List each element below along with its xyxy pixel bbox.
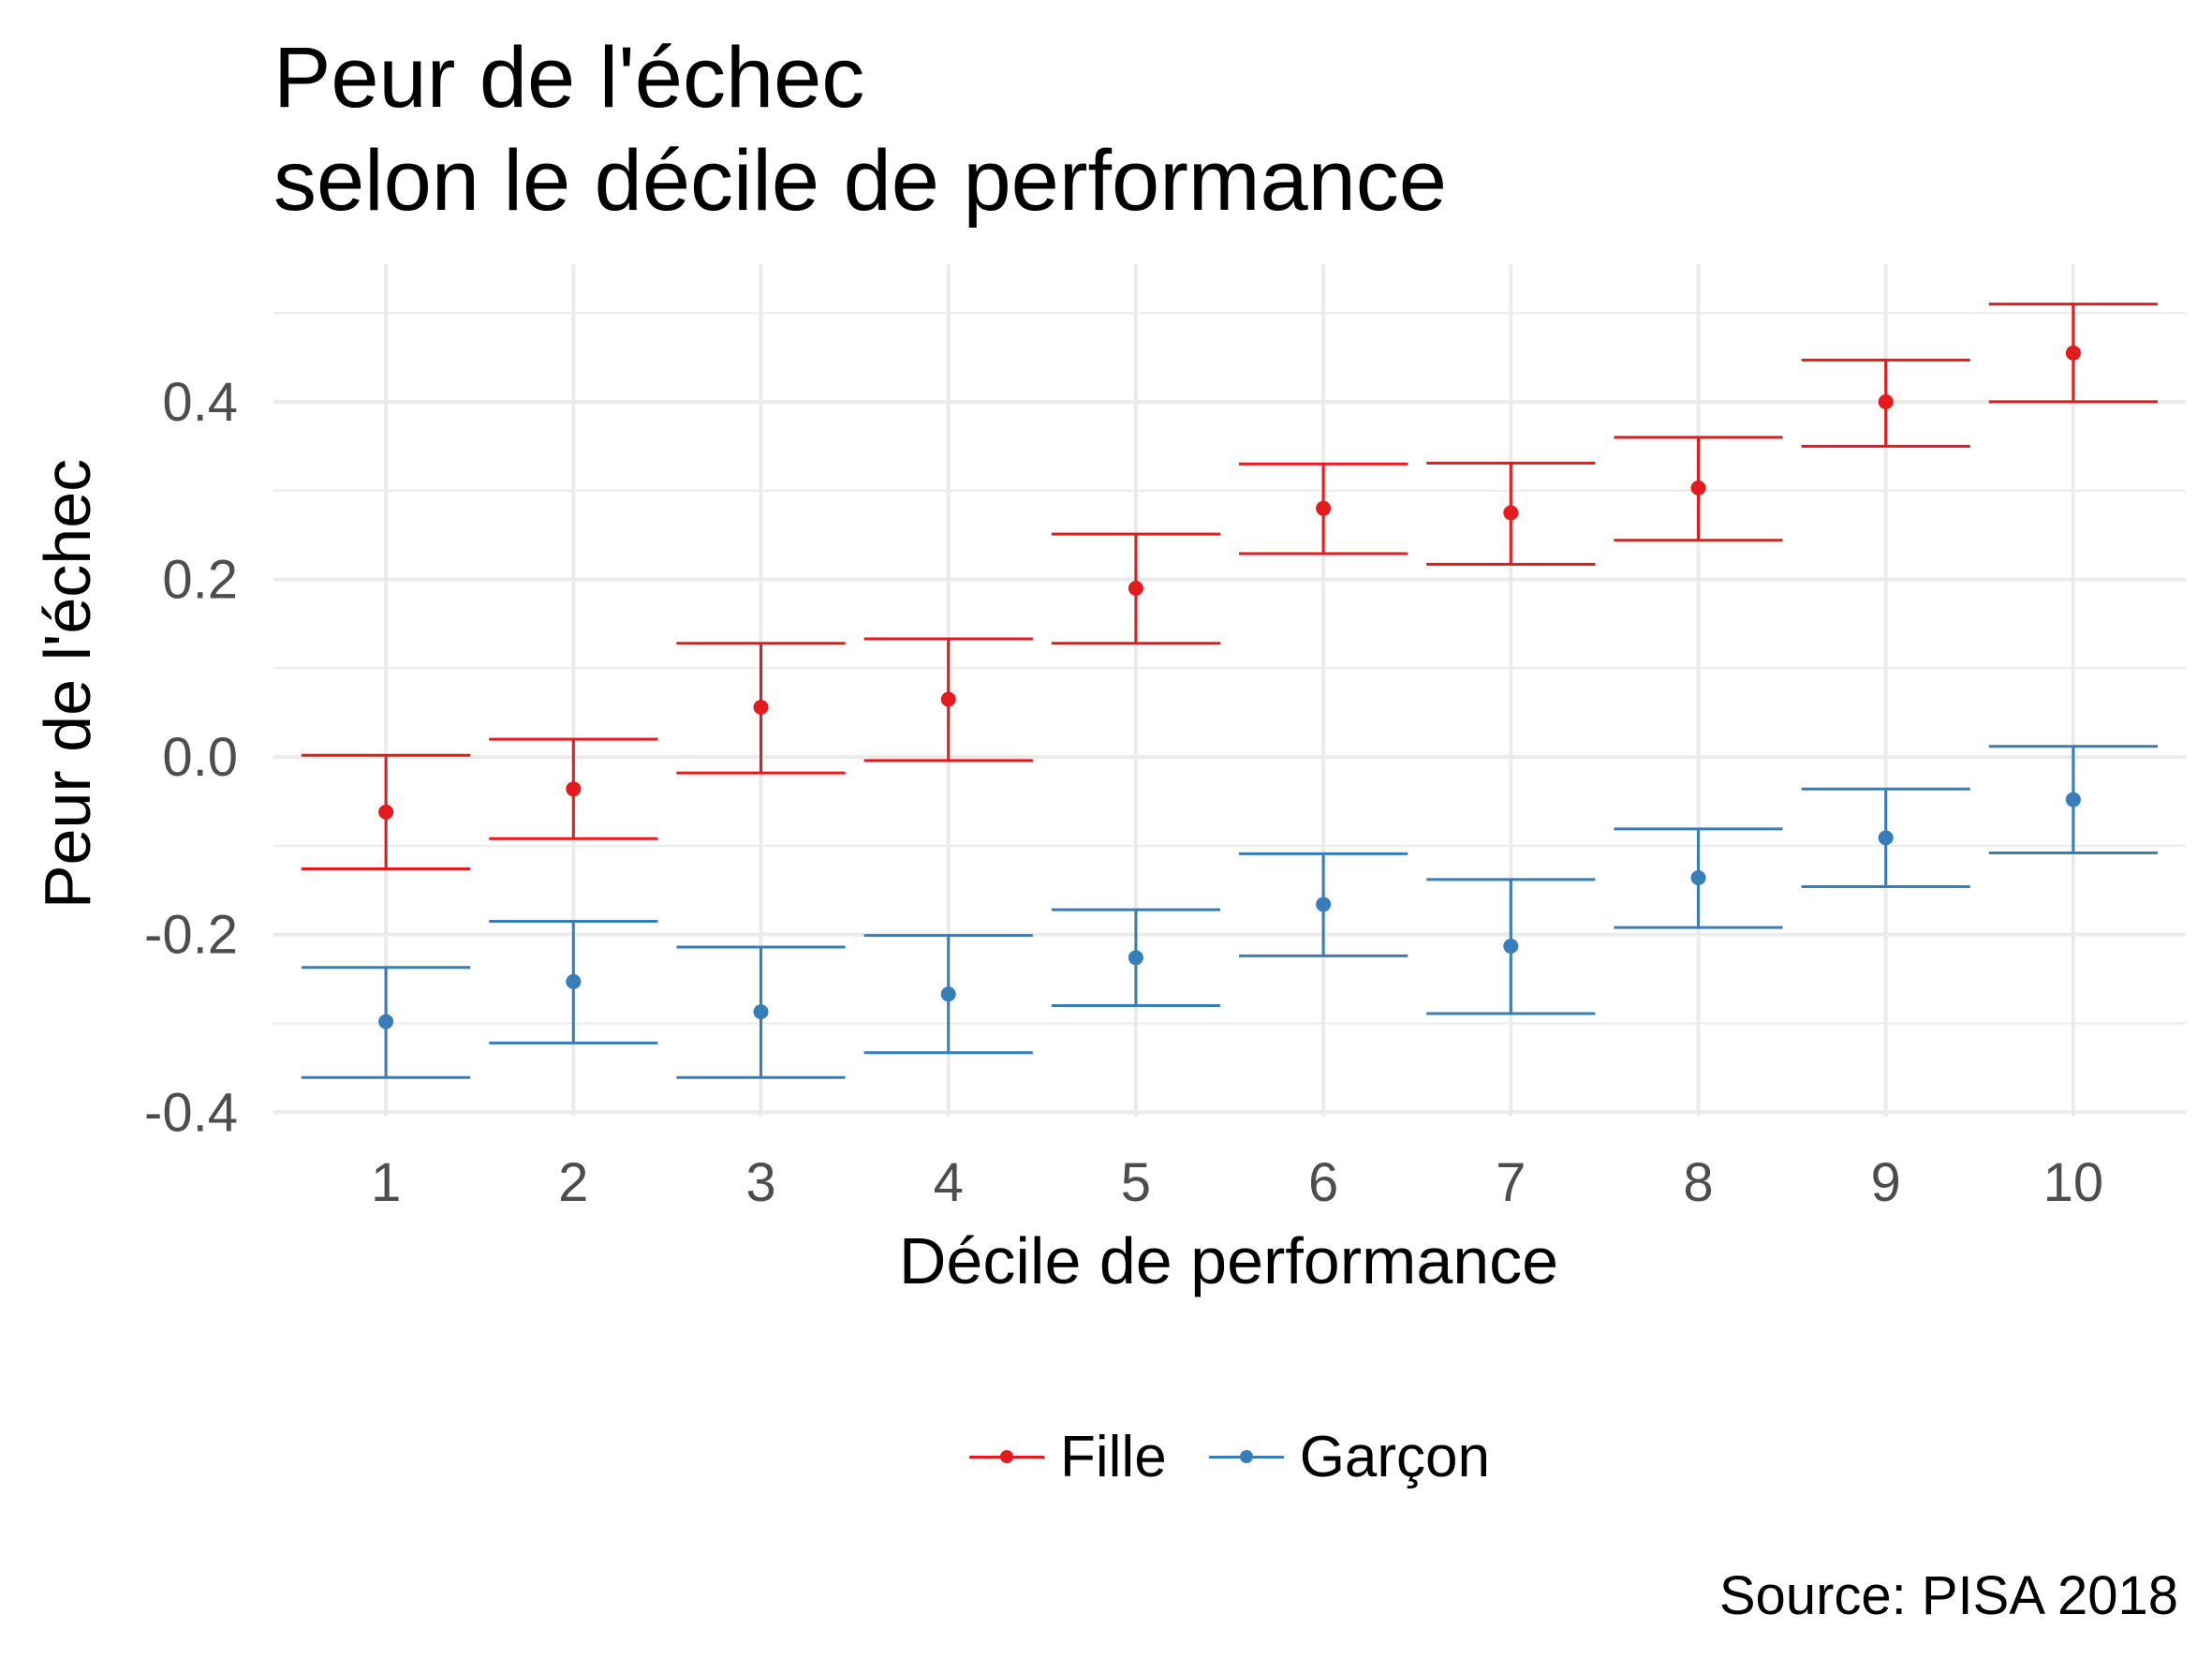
data-point-garcon (1878, 830, 1894, 846)
data-point-fille (940, 691, 956, 707)
x-tick-label: 5 (1121, 1152, 1151, 1213)
data-point-garcon (1503, 939, 1519, 954)
x-tick-label: 1 (371, 1152, 401, 1213)
data-point-garcon (940, 986, 956, 1002)
data-point-fille (1316, 500, 1332, 516)
chart-title-line-1: Peur de l'échec (273, 30, 865, 126)
data-point-garcon (566, 973, 582, 989)
data-point-garcon (1128, 950, 1143, 966)
x-tick-label: 2 (558, 1152, 588, 1213)
legend-key-fille (965, 1424, 1049, 1489)
x-tick-label: 4 (934, 1152, 964, 1213)
data-point-fille (1690, 480, 1706, 496)
x-tick-label: 7 (1496, 1152, 1526, 1213)
legend: Fille Garçon (965, 1424, 1527, 1489)
x-tick-label: 6 (1308, 1152, 1338, 1213)
data-point-fille (566, 781, 582, 797)
y-tick-label: 0.2 (162, 550, 238, 611)
data-point-fille (1878, 393, 1894, 409)
y-tick-label: 0.4 (162, 372, 238, 433)
data-point-fille (1128, 580, 1143, 596)
data-point-fille (1503, 505, 1519, 521)
chart-title-line-2: selon le décile de performance (273, 133, 1447, 229)
data-point-garcon (1316, 896, 1332, 912)
y-axis-title: Peur de l'échec (31, 459, 104, 909)
data-point-garcon (753, 1004, 769, 1020)
y-tick-label: 0.0 (162, 727, 238, 788)
x-tick-label: 8 (1683, 1152, 1713, 1213)
marks-layer (302, 303, 2158, 1079)
legend-label-fille: Fille (1060, 1424, 1167, 1489)
data-point-fille (753, 700, 769, 716)
data-point-fille (378, 804, 394, 820)
data-point-garcon (2065, 792, 2081, 807)
y-tick-label: -0.4 (144, 1082, 238, 1143)
legend-item-fille: Fille (965, 1424, 1167, 1490)
x-tick-label: 3 (745, 1152, 775, 1213)
y-tick-label: -0.2 (144, 905, 238, 966)
source-caption: Source: PISA 2018 (1718, 1565, 2178, 1626)
chart-title: Peur de l'échec selon le décile de perfo… (273, 26, 1447, 232)
grid-layer (273, 264, 2186, 1117)
x-tick-label: 9 (1871, 1152, 1901, 1213)
legend-label-garcon: Garçon (1299, 1424, 1491, 1489)
x-tick-label: 10 (2043, 1152, 2104, 1213)
data-point-garcon (378, 1014, 394, 1029)
data-point-fille (2065, 345, 2081, 361)
data-point-garcon (1690, 870, 1706, 886)
legend-key-garcon (1204, 1424, 1289, 1489)
x-axis-title: Décile de performance (899, 1224, 1558, 1297)
axis-layer: -0.4 -0.2 0.0 0.2 0.4 1 2 3 4 5 6 7 8 9 10 (144, 372, 2103, 1213)
legend-item-garcon: Garçon (1204, 1424, 1490, 1490)
